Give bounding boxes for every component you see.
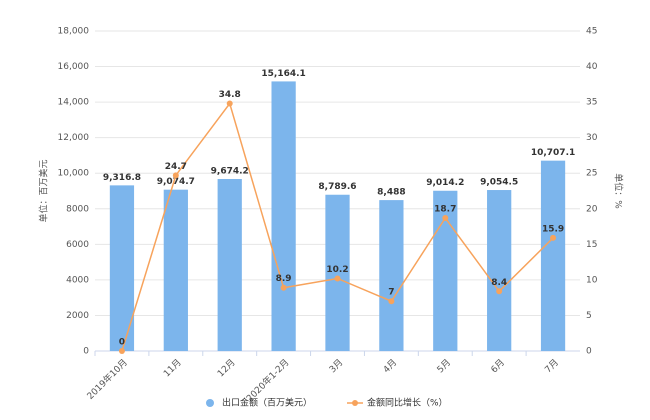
legend-marker <box>206 399 214 407</box>
y-tick-label: 16,000 <box>58 62 90 72</box>
bar <box>433 190 458 351</box>
line-point <box>172 172 179 179</box>
bar-value-label: 9,674.2 <box>211 167 249 177</box>
x-tick-label: 2019年10月 <box>84 356 130 402</box>
line-point <box>280 284 287 291</box>
line-value-label: 24.7 <box>165 162 187 172</box>
bar <box>487 190 512 351</box>
y-tick-label: 18,000 <box>58 27 90 37</box>
y2-tick-label: 45 <box>586 27 597 37</box>
x-tick-label: 6月 <box>489 357 507 375</box>
y2-tick-label: 35 <box>586 98 597 108</box>
bar <box>109 185 135 351</box>
line-point <box>496 288 503 295</box>
y2-tick-label: 20 <box>586 204 598 214</box>
y-tick-label: 0 <box>83 347 89 357</box>
line-point <box>550 234 557 241</box>
legend-label: 出口金额（百万美元） <box>222 397 312 409</box>
y2-tick-label: 40 <box>586 62 598 72</box>
line-value-label: 8.4 <box>491 278 507 288</box>
x-tick-label: 12月 <box>215 357 237 379</box>
bar-value-label: 10,707.1 <box>531 148 575 158</box>
bar-value-label: 9,054.5 <box>480 178 518 188</box>
line-value-label: 8.9 <box>276 274 292 284</box>
line-value-label: 15.9 <box>542 224 564 234</box>
x-tick-label: 7月 <box>543 357 561 375</box>
y-tick-label: 2000 <box>66 311 89 321</box>
y-tick-label: 10,000 <box>58 169 90 179</box>
y-tick-label: 4000 <box>66 275 89 285</box>
bar <box>271 81 296 351</box>
line-value-label: 18.7 <box>434 205 456 215</box>
line-point <box>388 298 395 305</box>
x-tick-label: 11月 <box>161 357 183 379</box>
line-point <box>226 100 233 107</box>
bar <box>540 160 566 351</box>
line-point <box>118 348 125 354</box>
y2-tick-label: 5 <box>586 311 592 321</box>
x-tick-label: 2020年1-2月 <box>244 356 292 404</box>
legend-label: 金额同比增长（%） <box>367 397 448 409</box>
line-point <box>442 215 449 222</box>
y2-tick-label: 0 <box>586 347 592 357</box>
line-value-label: 7 <box>388 288 394 298</box>
legend-marker <box>352 400 358 406</box>
bar <box>379 200 404 351</box>
y2-tick-label: 25 <box>586 169 597 179</box>
bar <box>325 194 350 351</box>
line-point <box>334 275 341 282</box>
line-value-label: 34.8 <box>219 90 241 100</box>
line-value-label: 10.2 <box>326 265 348 275</box>
y-tick-label: 6000 <box>66 240 89 250</box>
line-value-label: 0 <box>119 338 125 348</box>
bar-value-label: 9,014.2 <box>426 178 464 188</box>
bar <box>163 189 188 351</box>
y2-tick-label: 30 <box>586 133 598 143</box>
y-axis-label: 单位：百万美元 <box>38 159 50 222</box>
y2-axis-label: 单位：% <box>613 173 625 209</box>
bar-value-label: 9,074.7 <box>157 177 195 187</box>
x-tick-label: 5月 <box>435 357 453 375</box>
y2-tick-label: 10 <box>586 275 598 285</box>
y-tick-label: 8000 <box>66 204 89 214</box>
bar-value-label: 8,789.6 <box>318 182 356 192</box>
x-tick-label: 3月 <box>327 357 345 375</box>
x-tick-label: 4月 <box>381 357 399 375</box>
y-tick-label: 12,000 <box>58 133 90 143</box>
bar-value-label: 8,488 <box>377 188 405 198</box>
bar-value-label: 9,316.8 <box>103 173 141 183</box>
bar <box>217 179 242 351</box>
y2-tick-label: 15 <box>586 240 597 250</box>
bar-value-label: 15,164.1 <box>261 69 305 79</box>
y-tick-label: 14,000 <box>58 98 90 108</box>
